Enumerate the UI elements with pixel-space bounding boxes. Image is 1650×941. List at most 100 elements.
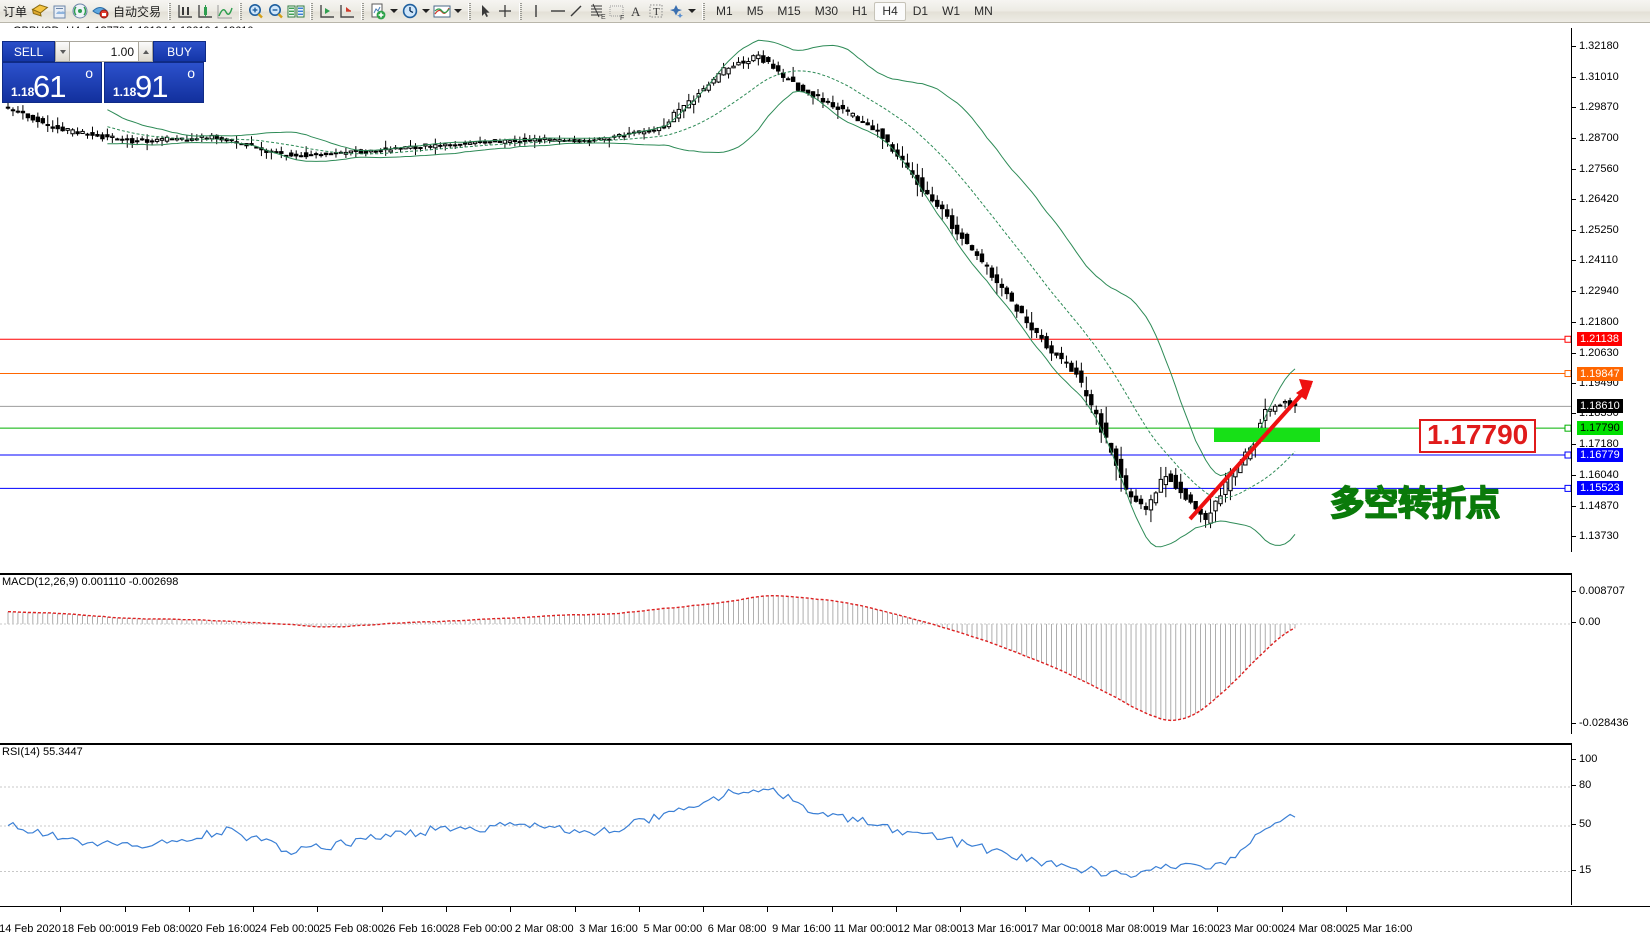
time-tick <box>831 907 833 912</box>
crosshair-icon[interactable] <box>495 2 515 21</box>
main-toolbar: 订单 自动交易 <box>0 0 1650 23</box>
price-tick-label: 1.27560 <box>1579 162 1619 175</box>
rsi-pane[interactable]: RSI(14) 55.3447 <box>0 743 1571 905</box>
equidistant-channel-icon[interactable]: F <box>606 2 626 22</box>
price-level-badge[interactable]: 1.17790 <box>1577 421 1623 436</box>
toolbar-separator <box>310 2 314 20</box>
time-tick-label: 5 Mar 00:00 <box>643 923 703 935</box>
period-icon[interactable] <box>400 2 420 21</box>
timeframe-m5[interactable]: M5 <box>746 4 764 18</box>
bid-degree-icon: o <box>85 65 93 81</box>
rsi-axis: 100 80 50 15 <box>1571 743 1650 905</box>
axis-tick <box>1572 591 1576 592</box>
chevron-down-icon[interactable] <box>454 9 463 13</box>
chart-shift-icon[interactable] <box>317 2 337 21</box>
new-chart-icon[interactable] <box>368 2 388 21</box>
sell-button[interactable]: SELL <box>2 41 55 62</box>
timeframe-h1[interactable]: H1 <box>852 4 868 18</box>
price-axis[interactable]: 1.32180 1.31010 1.29870 1.28700 1.27560 1.264… <box>1571 28 1650 552</box>
time-tick <box>1217 907 1219 912</box>
price-level-badge[interactable]: 1.16779 <box>1577 448 1623 463</box>
shapes-icon[interactable] <box>666 2 686 21</box>
timeframe-mn[interactable]: MN <box>974 4 993 18</box>
price-level-badge[interactable]: 1.18610 <box>1577 399 1623 414</box>
price-chart-pane[interactable]: 1.17790 多空转折点 <box>0 28 1572 552</box>
bid-price-display[interactable]: 1.18 61 o <box>2 62 102 104</box>
time-tick-label: 12 Mar 08:00 <box>897 923 963 935</box>
cloud-icon[interactable] <box>50 2 70 21</box>
timeframe-h4[interactable]: H4 <box>874 1 906 21</box>
tile-windows-icon[interactable] <box>286 2 306 21</box>
price-tick-label: 1.14870 <box>1579 499 1619 512</box>
time-tick-label: 9 Mar 16:00 <box>772 923 831 935</box>
horizontal-line-icon[interactable] <box>546 2 566 21</box>
time-tick-label: 3 Mar 16:00 <box>579 923 638 935</box>
fibonacci-icon[interactable]: E <box>586 2 606 21</box>
time-tick <box>60 907 62 912</box>
buy-button[interactable]: BUY <box>153 41 206 62</box>
time-tick <box>1088 907 1090 912</box>
time-tick <box>317 907 319 912</box>
bid-price-big: 61 <box>33 69 66 104</box>
price-level-badge[interactable]: 1.21138 <box>1577 332 1622 347</box>
orders-label[interactable]: 订单 <box>3 4 28 19</box>
zoom-out-icon[interactable] <box>266 2 286 21</box>
time-axis[interactable]: 14 Feb 2020 18 Feb 00:00 19 Feb 08:00 20 Fe… <box>0 906 1650 941</box>
timeframe-w1[interactable]: W1 <box>942 4 961 18</box>
indicator-window-icon[interactable] <box>175 2 195 21</box>
svg-text:T: T <box>653 6 660 18</box>
auto-scroll-icon[interactable] <box>337 2 357 21</box>
candle-window-icon[interactable] <box>195 2 215 21</box>
axis-tick <box>1572 352 1576 354</box>
timeframe-m30[interactable]: M30 <box>814 4 839 18</box>
vertical-line-icon[interactable] <box>526 2 546 21</box>
toolbar-separator <box>361 2 365 20</box>
macd-tick-label: -0.028436 <box>1579 717 1629 729</box>
chinese-annotation[interactable]: 多空转折点 <box>1329 483 1501 525</box>
time-tick <box>188 907 190 912</box>
toolbar-separator <box>468 2 472 20</box>
price-level-badge[interactable]: 1.19847 <box>1577 366 1623 381</box>
timeframe-m15[interactable]: M15 <box>777 4 801 18</box>
price-callout-box[interactable]: 1.17790 <box>1419 419 1537 453</box>
time-tick <box>703 907 705 912</box>
chevron-down-icon[interactable] <box>688 9 697 13</box>
volume-increase-button[interactable] <box>138 41 153 62</box>
order-book-icon[interactable] <box>30 2 50 21</box>
text-icon[interactable]: A <box>626 2 646 21</box>
rsi-tick-label: 100 <box>1579 753 1598 765</box>
macd-pane[interactable]: MACD(12,26,9) 0.001110 -0.002698 <box>0 573 1571 734</box>
chevron-down-icon[interactable] <box>390 9 399 13</box>
axis-tick <box>1572 413 1576 415</box>
timeframe-d1[interactable]: D1 <box>912 4 929 18</box>
price-tick-label: 1.13730 <box>1579 530 1619 542</box>
indicators-icon[interactable] <box>432 2 452 21</box>
text-label-icon[interactable]: T <box>646 2 666 21</box>
rsi-tick-label: 15 <box>1579 863 1592 876</box>
time-tick <box>960 907 962 912</box>
timeframe-m1[interactable]: M1 <box>716 4 733 18</box>
signal-icon[interactable] <box>70 2 90 21</box>
time-tick-label: 23 Mar 00:00 <box>1219 923 1284 935</box>
price-tick-label: 1.24110 <box>1579 254 1618 267</box>
time-tick-label: 14 Feb 2020 <box>0 923 61 935</box>
ask-price-display[interactable]: 1.18 91 o <box>104 62 204 104</box>
auto-trading-label[interactable]: 自动交易 <box>113 4 162 19</box>
expert-advisor-icon[interactable] <box>90 2 110 21</box>
time-tick-label: 24 Mar 08:00 <box>1283 923 1349 935</box>
volume-stepper[interactable]: 1.00 <box>55 41 153 62</box>
zoom-in-icon[interactable] <box>246 2 266 21</box>
chevron-down-icon[interactable] <box>422 9 431 13</box>
trend-line-icon[interactable] <box>566 2 586 21</box>
price-level-badge[interactable]: 1.15523 <box>1577 481 1623 496</box>
axis-tick <box>1572 444 1576 446</box>
support-zone-highlight <box>1214 428 1320 442</box>
volume-decrease-button[interactable] <box>55 41 70 62</box>
line-chart-icon[interactable] <box>215 2 235 21</box>
cursor-icon[interactable] <box>475 2 495 21</box>
macd-tick-label: 0.008707 <box>1579 585 1625 597</box>
one-click-trading-panel[interactable]: SELL 1.00 BUY 1.18 61 o 1.18 91 o <box>2 41 206 104</box>
price-tick-label: 1.25250 <box>1579 224 1619 237</box>
price-tick-label: 1.26420 <box>1579 192 1619 205</box>
volume-input[interactable]: 1.00 <box>70 41 138 62</box>
